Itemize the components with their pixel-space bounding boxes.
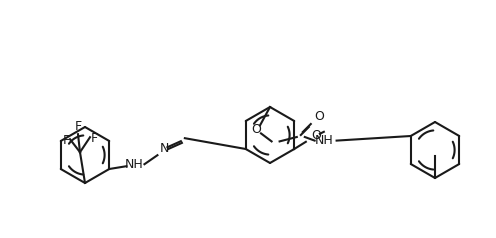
Text: O: O xyxy=(311,129,321,142)
Text: F: F xyxy=(74,120,81,133)
Text: F: F xyxy=(62,134,69,147)
Text: NH: NH xyxy=(125,158,144,171)
Text: O: O xyxy=(251,123,261,136)
Text: NH: NH xyxy=(315,134,334,147)
Text: O: O xyxy=(314,110,324,124)
Text: N: N xyxy=(160,142,169,155)
Text: F: F xyxy=(90,132,98,145)
